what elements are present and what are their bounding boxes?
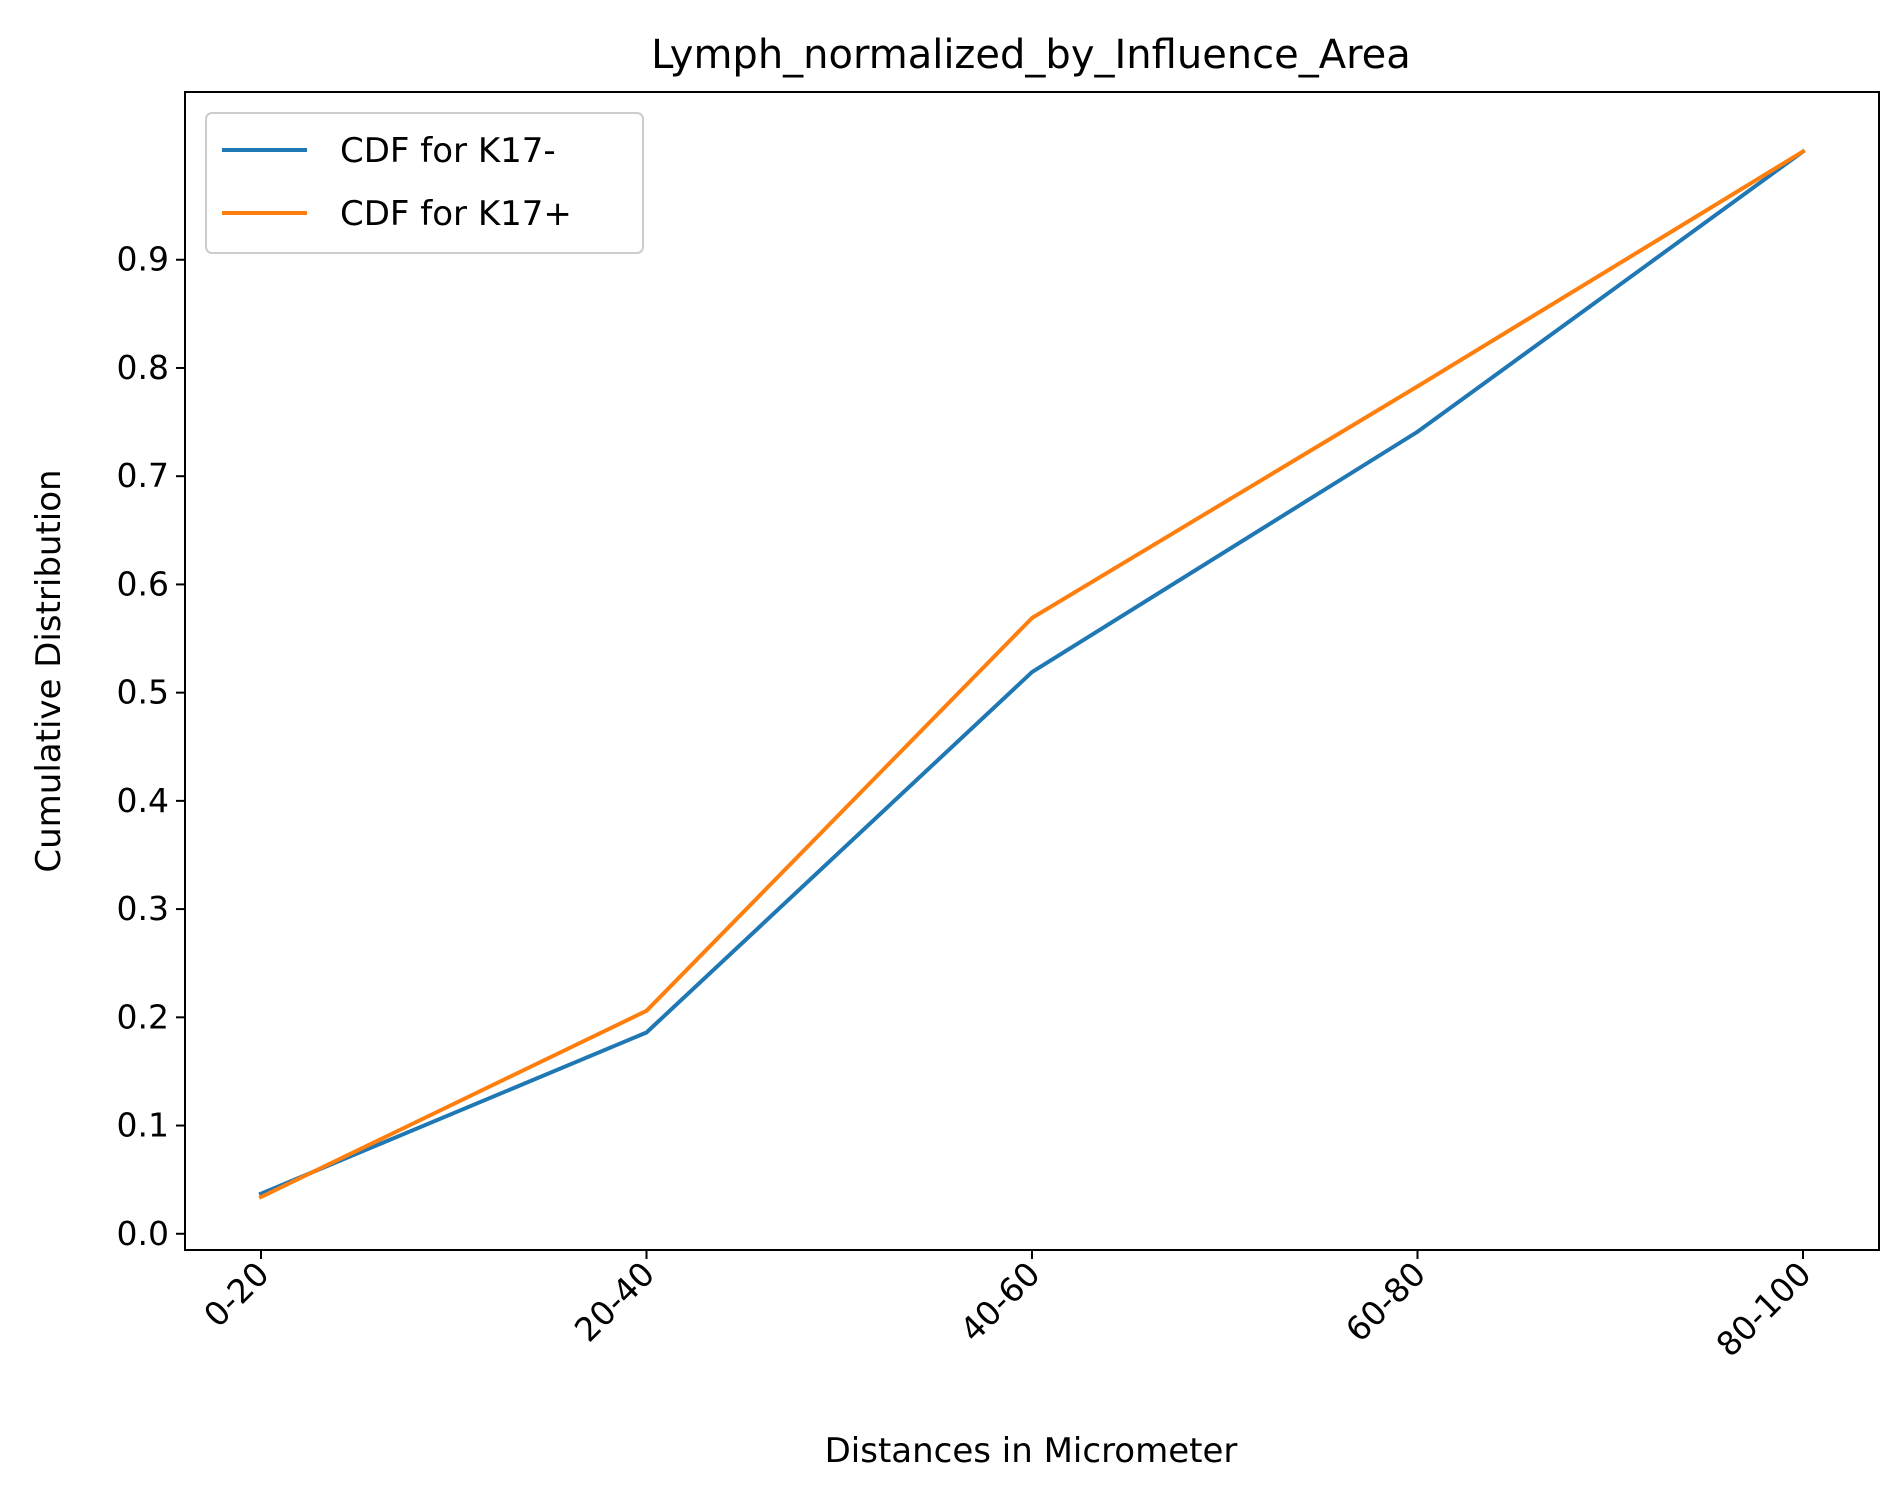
x-tick-label: 80-100: [1708, 1254, 1818, 1364]
series-lines: [258, 148, 1806, 1200]
y-tick-label: 0.0: [117, 1214, 169, 1253]
y-tick-label: 0.6: [117, 564, 169, 603]
y-tick-label: 0.9: [117, 240, 169, 279]
x-axis-label: Distances in Micrometer: [825, 1431, 1238, 1471]
y-tick-label: 0.5: [117, 673, 169, 712]
y-tick-label: 0.7: [117, 456, 169, 495]
y-tick-label: 0.3: [117, 889, 169, 928]
y-axis-label: Cumulative Distribution: [29, 469, 69, 872]
legend-box: [205, 112, 644, 254]
y-tick-label: 0.8: [117, 348, 169, 387]
legend: CDF for K17- CDF for K17+: [205, 112, 644, 254]
chart-title: Lymph_normalized_by_Influence_Area: [651, 32, 1411, 78]
y-tick-label: 0.2: [117, 997, 169, 1036]
series-line-2: [258, 148, 1806, 1200]
y-tick-label: 0.1: [117, 1106, 169, 1145]
legend-label: CDF for K17-: [340, 131, 556, 171]
x-tick-label: 40-60: [952, 1254, 1047, 1349]
x-tick-label: 20-40: [567, 1254, 662, 1349]
x-axis: 0-20 20-40 40-60 60-80 80-100: [196, 1250, 1819, 1364]
legend-label: CDF for K17+: [340, 194, 572, 234]
y-tick-label: 0.4: [117, 781, 169, 820]
x-tick-label: 0-20: [196, 1254, 277, 1335]
x-tick-label: 60-80: [1338, 1254, 1433, 1349]
y-axis: 0.0 0.1 0.2 0.3 0.4 0.5 0.6 0.7 0.8 0.9: [117, 240, 185, 1253]
series-line-1: [258, 148, 1806, 1197]
